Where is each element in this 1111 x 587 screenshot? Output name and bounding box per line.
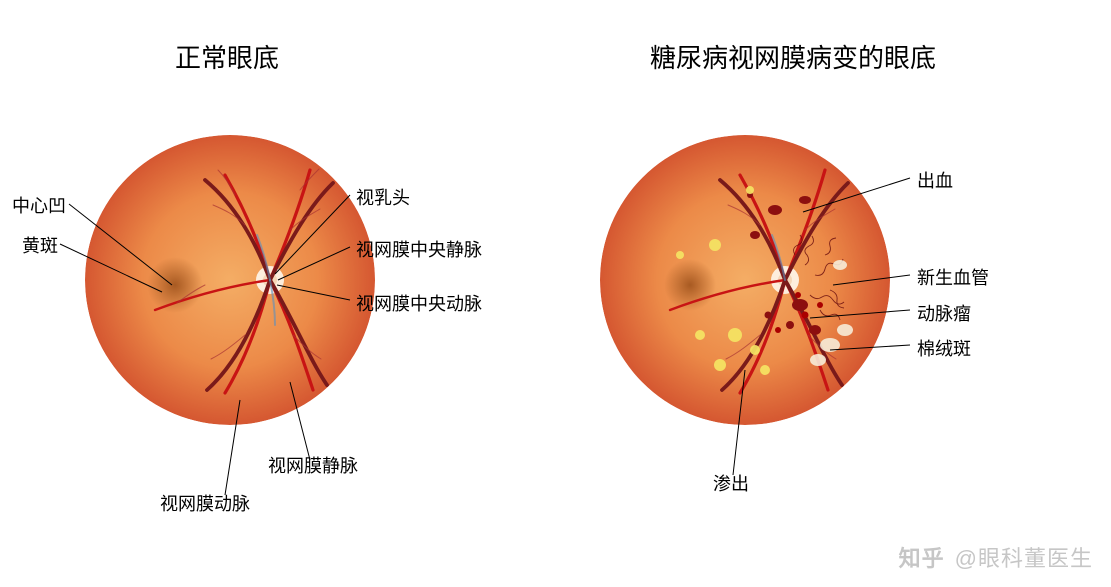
label-central-artery: 视网膜中央动脉	[356, 290, 482, 316]
normal-panel: 正常眼底	[0, 0, 555, 587]
normal-fundus	[85, 135, 375, 425]
label-hemorrhage: 出血	[917, 167, 953, 193]
label-aneurysm: 动脉瘤	[917, 300, 971, 326]
label-cotton-wool: 棉绒斑	[917, 335, 971, 361]
diabetic-title: 糖尿病视网膜病变的眼底	[650, 38, 936, 75]
diabetic-fundus	[600, 135, 890, 425]
diabetic-panel: 糖尿病视网膜病变的眼底	[555, 0, 1111, 587]
normal-title: 正常眼底	[175, 38, 279, 75]
label-macula: 黄斑	[22, 232, 58, 258]
label-retinal-vein: 视网膜静脉	[268, 452, 358, 478]
label-neovascular: 新生血管	[917, 264, 989, 290]
label-exudate: 渗出	[713, 470, 749, 496]
watermark-author: @眼科董医生	[955, 541, 1093, 573]
label-fovea: 中心凹	[12, 192, 66, 218]
label-central-vein: 视网膜中央静脉	[356, 236, 482, 262]
watermark: 知乎 @眼科董医生	[899, 541, 1093, 573]
label-retinal-artery: 视网膜动脉	[160, 490, 250, 516]
watermark-brand: 知乎	[899, 541, 945, 573]
label-optic-disc: 视乳头	[356, 184, 410, 210]
